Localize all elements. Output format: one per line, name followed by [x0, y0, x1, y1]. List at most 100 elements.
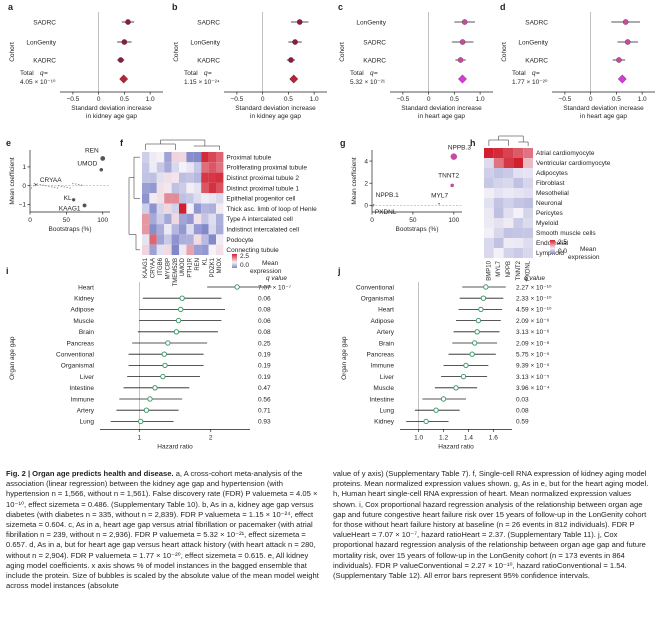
heatmap-cell — [149, 234, 157, 245]
hazard-point — [161, 351, 167, 357]
heatmap-cell — [513, 198, 524, 208]
heatmap-cell — [164, 193, 172, 204]
heatmap-cell — [484, 238, 494, 248]
y-tick-label: 4 — [364, 158, 368, 165]
hazard-point — [234, 284, 240, 290]
heatmap-cell — [503, 248, 514, 258]
organ-label: Immune — [71, 396, 95, 403]
organ-label: Adipose — [371, 318, 395, 325]
hazard-point — [440, 396, 447, 402]
hazard-point — [175, 317, 182, 324]
x-axis-label: in heart age gap — [580, 113, 627, 120]
gene-label: KL — [202, 257, 208, 265]
organ-label: Heart — [78, 284, 94, 291]
heatmap-cell — [142, 203, 150, 214]
x-tick-label: 1 — [137, 434, 141, 441]
cohort-label: KADRC — [197, 58, 220, 65]
heatmap-cell — [208, 234, 216, 245]
heatmap-cell — [201, 162, 209, 173]
cohort-point — [118, 57, 124, 63]
heatmap-cell — [186, 152, 194, 163]
cohort-label: KADRC — [363, 58, 386, 65]
heatmap-cell — [208, 203, 216, 214]
heatmap-cell — [208, 244, 216, 255]
protein-label: REN — [85, 147, 99, 154]
legend-color-bar — [232, 254, 237, 268]
legend-tick-label: 0.0 — [240, 262, 249, 269]
legend-tick-label: 2.5 — [240, 253, 249, 260]
organ-label: Pancreas — [67, 340, 95, 347]
gene-label: ITGB6 — [158, 257, 164, 275]
gene-label: TNNT2 — [516, 260, 522, 280]
coefficient-point — [99, 167, 104, 172]
cohort-point — [288, 57, 294, 63]
total-q-symbol: q — [204, 70, 208, 77]
cell-type-label: Smooth muscle cells — [536, 230, 596, 237]
x-tick-label: 0 — [97, 96, 101, 103]
cohort-label: SADRC — [33, 20, 56, 27]
heatmap-cell — [179, 224, 187, 235]
x-tick-label: 0 — [370, 217, 374, 224]
x-tick-label: 1.0 — [310, 96, 319, 103]
cell-type-label: Podocyte — [226, 237, 253, 244]
heatmap-cell — [149, 244, 157, 255]
panel-letter-f: f — [120, 138, 124, 148]
heatmap-cell — [171, 244, 179, 255]
q-value-header: q value — [524, 275, 545, 282]
heatmap-cell — [171, 224, 179, 235]
total-label: Total — [184, 70, 198, 77]
heatmap-cell — [484, 178, 494, 188]
heatmap-cell — [523, 228, 533, 238]
organ-label: Muscle — [73, 318, 94, 325]
organ-label: Immune — [371, 363, 395, 370]
heatmap-cell — [186, 244, 194, 255]
hazard-point — [483, 284, 489, 290]
q-value: 0.71 — [258, 408, 271, 415]
q-value: 5.75 × 10⁻⁵ — [516, 352, 550, 359]
heatmap-cell — [493, 148, 504, 158]
cell-type-label: Fibroblast — [536, 180, 565, 187]
cell-type-label: Proximal tubule — [226, 154, 271, 161]
heatmap-cell — [503, 238, 514, 248]
background-point — [54, 186, 56, 188]
cohort-point — [296, 19, 303, 25]
organ-label: Intestine — [69, 385, 94, 392]
heatmap-cell — [513, 238, 524, 248]
heatmap-cell — [142, 213, 150, 225]
heatmap-cell — [193, 182, 202, 194]
x-tick-label: −0.5 — [396, 96, 409, 103]
heatmap-cell — [523, 238, 533, 248]
cohort-point — [459, 39, 466, 45]
heatmap-cell — [216, 172, 224, 183]
background-point — [81, 184, 83, 186]
heatmap-cell — [503, 188, 514, 198]
heatmap-cell — [484, 218, 494, 228]
x-axis-label: Standard deviation increase — [401, 105, 482, 112]
organ-label: Muscle — [373, 385, 394, 392]
column-dendrogram — [488, 135, 529, 146]
y-axis-label: Organ age gap — [9, 336, 16, 380]
heatmap-cell — [193, 172, 202, 183]
heatmap-cell — [201, 193, 209, 204]
heatmap-cell — [171, 182, 179, 194]
organ-label: Artery — [377, 329, 395, 336]
heatmap-cell — [149, 193, 157, 204]
heatmap-cell — [493, 178, 504, 188]
heatmap-cell — [484, 148, 494, 158]
hazard-point — [475, 317, 482, 324]
background-point — [78, 183, 80, 186]
cohort-label: KADRC — [33, 58, 56, 65]
heatmap-cell — [523, 198, 533, 208]
panel-letter-h: h — [470, 138, 476, 148]
q-value: 0.06 — [258, 296, 271, 303]
hazard-point — [463, 362, 469, 369]
cell-type-label: Pericytes — [536, 210, 563, 217]
organ-label: Intestine — [369, 396, 394, 403]
cohort-point — [622, 19, 629, 25]
heatmap-cell — [171, 203, 179, 214]
heatmap-cell — [216, 162, 224, 173]
x-axis-label: in heart age gap — [418, 113, 465, 120]
y-axis-label: Mean coefficient — [351, 157, 358, 204]
q-value-header: q value — [266, 275, 287, 282]
heatmap-cell — [142, 182, 150, 194]
